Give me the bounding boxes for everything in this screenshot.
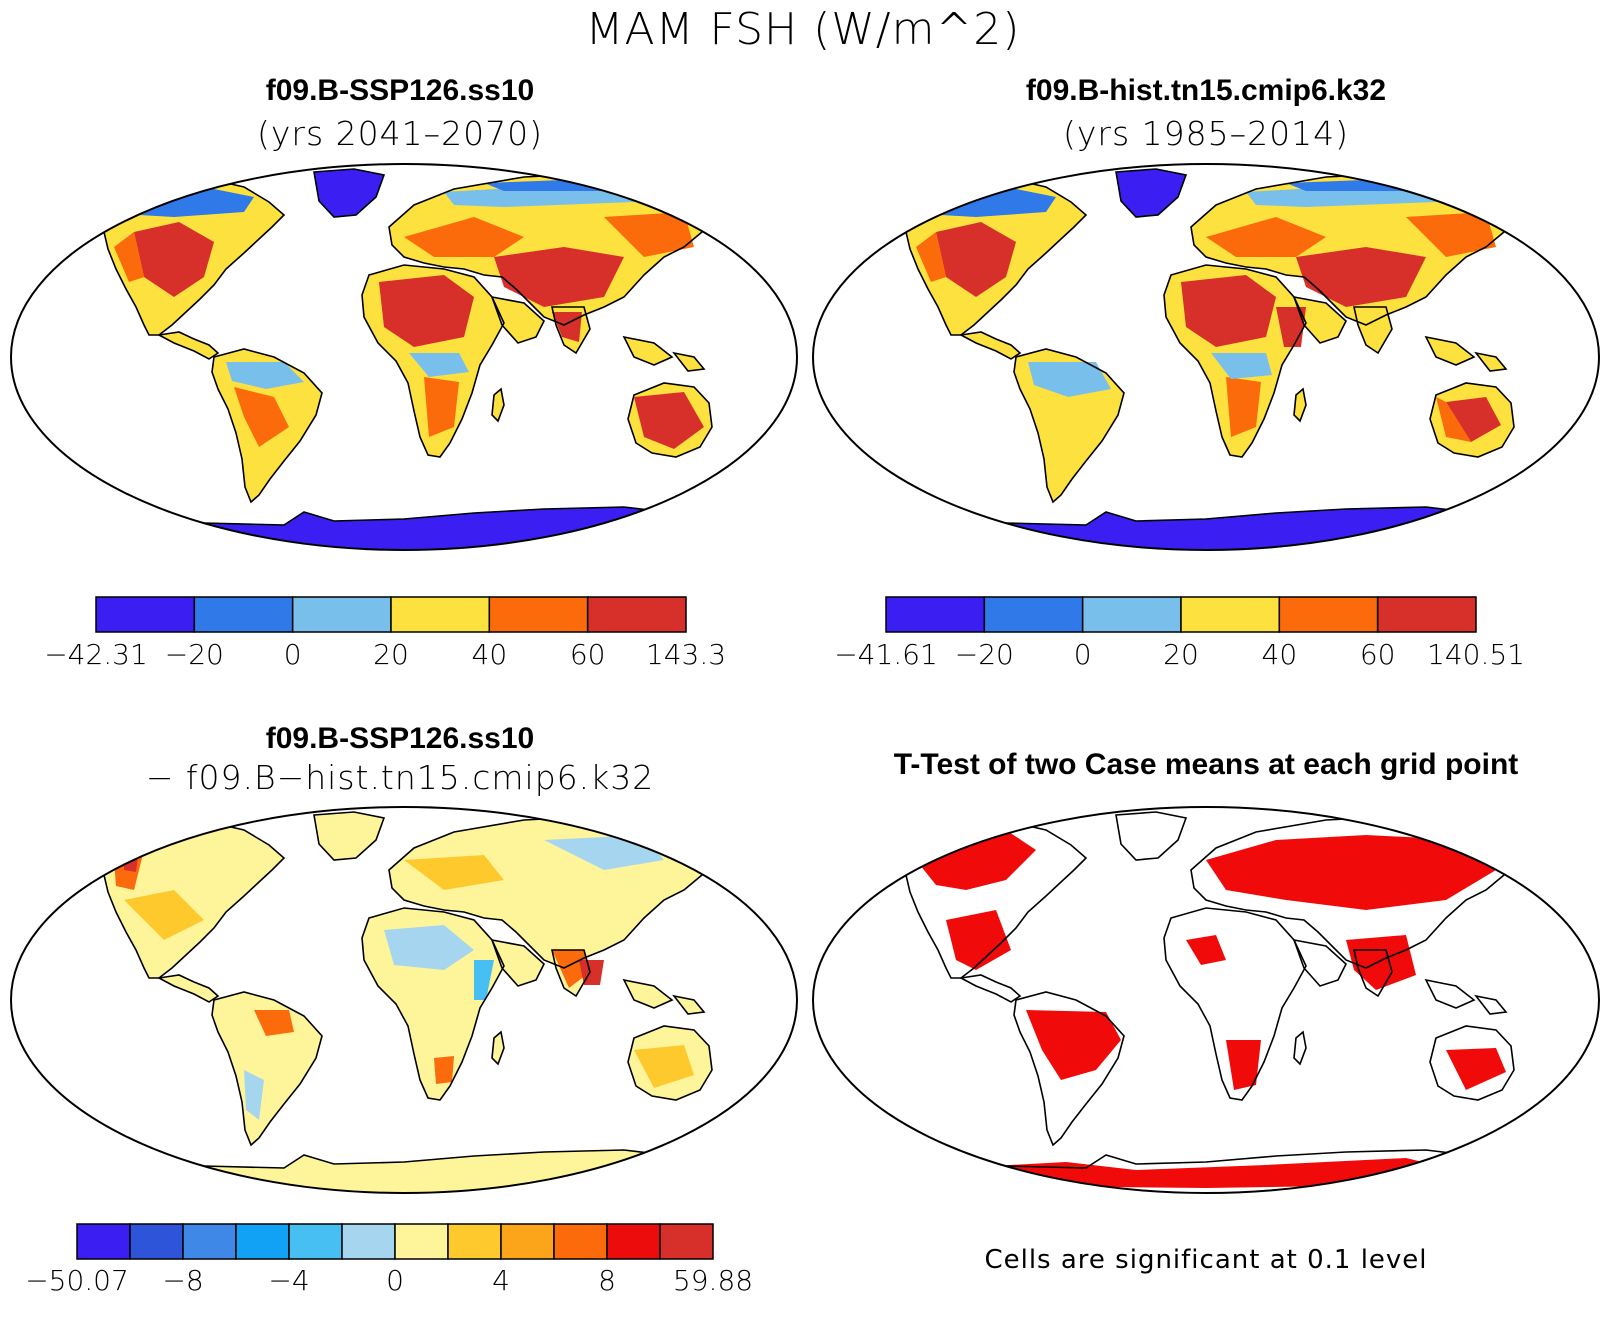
colorbar-tick-label: 20 [373,638,409,671]
colorbar-swatch [390,596,491,633]
figure-title: MAM FSH (W/m^2) [585,4,1021,55]
colorbar-tick-label: −42.31 [44,638,148,671]
colorbar-swatch [193,596,294,633]
colorbar-tick-label: 143.3 [645,638,727,671]
colorbar-tick-label: 4 [492,1264,510,1297]
colorbar-swatch [394,1223,449,1260]
colorbar-top-left [95,596,687,633]
map-top-right [812,163,1600,551]
colorbar-tick-label: 40 [471,638,508,671]
colorbar-swatch [1081,596,1182,633]
colorbar-swatch [76,1223,131,1260]
colorbar-swatch [235,1223,290,1260]
colorbar-tick-label: 60 [1359,638,1396,671]
colorbar-top-right [885,596,1477,633]
colorbar-tick-label: 140.51 [1427,638,1525,671]
colorbar-tick-label: 0 [386,1264,404,1297]
colorbar-tick-label: −20 [954,638,1014,671]
colorbar-tick-label: 0 [283,638,302,671]
colorbar-swatch [1376,596,1477,633]
panel-title-bottom-right: T-Test of two Case means at each grid po… [893,748,1519,781]
colorbar-swatch [447,1223,502,1260]
colorbar-swatch [553,1223,608,1260]
colorbar-swatch [885,596,986,633]
colorbar-tick-label: 20 [1163,638,1199,671]
panel-title-bottom-left: f09.B-SSP126.ss10 [265,722,535,755]
map-top-left [10,163,798,551]
colorbar-swatch [586,596,687,633]
colorbar-tick-label: 60 [569,638,606,671]
panel-title-top-right: f09.B-hist.tn15.cmip6.k32 [1025,74,1387,107]
colorbar-swatch [95,596,196,633]
colorbar-tick-label: 40 [1261,638,1298,671]
colorbar-swatch [341,1223,396,1260]
colorbar-tick-label: −4 [268,1264,310,1297]
colorbar-swatch [659,1223,714,1260]
significance-note: Cells are significant at 0.1 level [984,1245,1428,1275]
panel-subtitle-bottom-left: − f09.B−hist.tn15.cmip6.k32 [145,758,655,797]
colorbar-tick-label: −50.07 [25,1264,129,1297]
panel-title-top-left: f09.B-SSP126.ss10 [265,74,535,107]
colorbar-tick-label: −8 [162,1264,204,1297]
colorbar-tick-label: 0 [1073,638,1092,671]
colorbar-swatch [983,596,1084,633]
colorbar-swatch [1278,596,1379,633]
map-bottom-left [10,806,798,1194]
colorbar-bottom-left [76,1223,714,1260]
panel-subtitle-top-right: (yrs 1985–2014) [1063,114,1349,153]
cool-regions [226,185,644,389]
colorbar-tick-label: 59.88 [672,1264,754,1297]
colorbar-swatch [288,1223,343,1260]
colorbar-swatch [500,1223,555,1260]
hot-regions [134,222,704,449]
panel-subtitle-top-left: (yrs 2041–2070) [257,114,543,153]
colorbar-swatch [129,1223,184,1260]
colorbar-swatch [1180,596,1281,633]
colorbar-swatch [291,596,392,633]
warm-regions [114,212,694,447]
colorbar-swatch [488,596,589,633]
map-bottom-right [812,806,1600,1194]
colorbar-tick-label: 8 [598,1264,616,1297]
colorbar-tick-label: −41.61 [834,638,938,671]
colorbar-swatch [606,1223,661,1260]
colorbar-swatch [182,1223,237,1260]
colorbar-tick-label: −20 [164,638,224,671]
